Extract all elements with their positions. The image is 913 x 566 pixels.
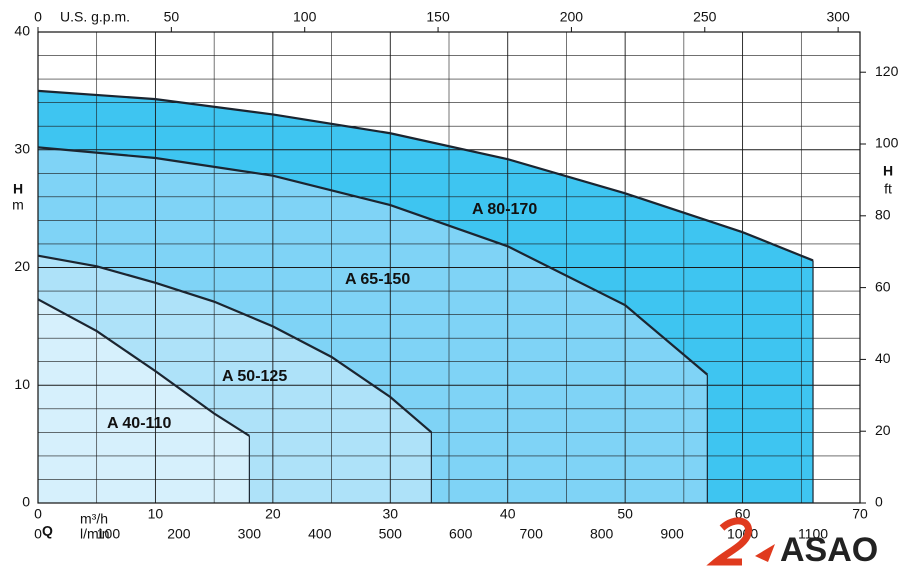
x2-tick-label: 250: [693, 9, 717, 25]
x3-tick-label: 500: [379, 526, 403, 542]
x3-unit: l/min: [80, 526, 110, 542]
region: [38, 299, 250, 503]
x2-tick-label: 50: [164, 9, 180, 25]
x2-tick-label: 100: [293, 9, 317, 25]
x3-tick-label: 0: [34, 526, 42, 542]
logo-arrow: [755, 544, 775, 562]
y-tick-label: 0: [22, 494, 30, 510]
x2-tick-label: 0: [34, 9, 42, 25]
x-tick-label: 50: [617, 506, 633, 522]
y-label: H: [13, 181, 23, 197]
series-label: A 50-125: [222, 368, 287, 385]
x3-tick-label: 400: [308, 526, 332, 542]
x3-tick-label: 800: [590, 526, 614, 542]
y-tick-label: 40: [14, 23, 30, 39]
x3-tick-label: 1100: [798, 526, 828, 542]
y2-tick-label: 40: [875, 350, 891, 366]
x-tick-label: 0: [34, 506, 42, 522]
y2-tick-label: 0: [875, 494, 883, 510]
y2-tick-label: 120: [875, 63, 899, 79]
curve: [37, 89, 814, 262]
x2-label: U.S. g.p.m.: [60, 9, 130, 25]
x3-tick-label: 200: [167, 526, 191, 542]
logo-mark: [706, 517, 753, 566]
y2-unit: ft: [884, 181, 892, 197]
x3-tick-label: 600: [449, 526, 473, 542]
curve: [37, 146, 709, 376]
brand: ASAO: [780, 531, 878, 566]
y-unit: m: [12, 197, 24, 213]
x-unit: m³/h: [80, 511, 108, 527]
y-tick-label: 30: [14, 140, 30, 156]
x3-tick-label: 300: [238, 526, 262, 542]
y2-label: H: [883, 163, 893, 179]
series-label: A 80-170: [472, 201, 537, 218]
y2-tick-label: 60: [875, 278, 891, 294]
logo: ASAO: [706, 517, 878, 566]
x-tick-label: 70: [852, 506, 868, 522]
y2-tick-label: 80: [875, 207, 891, 223]
x-label: Q: [42, 523, 53, 539]
x-tick-label: 40: [500, 506, 516, 522]
series-label: A 40-110: [107, 415, 171, 432]
y-tick-label: 10: [14, 376, 30, 392]
x-tick-label: 10: [148, 506, 164, 522]
series-label: A 65-150: [345, 271, 410, 288]
x-tick-label: 20: [265, 506, 281, 522]
plot-frame: [37, 31, 861, 504]
x3-tick-label: 700: [520, 526, 544, 542]
x2-tick-label: 200: [560, 9, 584, 25]
y-tick-label: 20: [14, 258, 30, 274]
x3-tick-label: 100: [97, 526, 121, 542]
curve: [37, 298, 250, 437]
x2-tick-label: 150: [426, 9, 450, 25]
curve: [37, 254, 433, 434]
x-tick-label: 30: [382, 506, 398, 522]
x3-tick-label: 900: [660, 526, 684, 542]
x2-tick-label: 300: [826, 9, 850, 25]
y2-tick-label: 20: [875, 422, 891, 438]
y2-tick-label: 100: [875, 135, 899, 151]
